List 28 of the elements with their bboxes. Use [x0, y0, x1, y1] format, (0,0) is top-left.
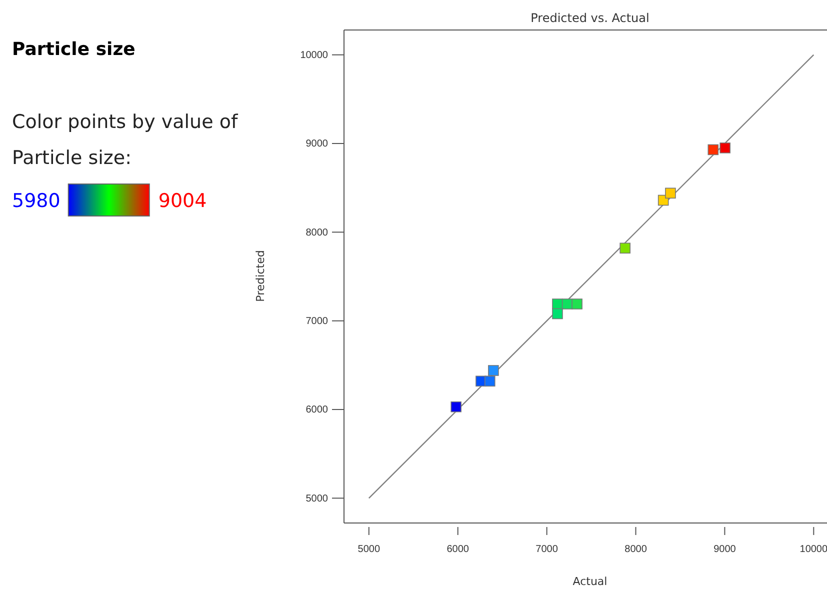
x-tick-label: 7000 — [536, 544, 558, 556]
y-tick-label: 10000 — [300, 50, 328, 62]
y-tick-label: 7000 — [306, 316, 328, 328]
point — [665, 188, 676, 199]
y-tick-label: 8000 — [306, 227, 328, 238]
text: 5980 — [12, 190, 60, 212]
point — [552, 308, 563, 320]
x-tick-label: 9000 — [714, 544, 736, 556]
point — [484, 376, 496, 387]
chart-title: Predicted vs. Actual — [530, 11, 650, 25]
text: Particle size — [12, 39, 136, 60]
point — [708, 144, 719, 156]
color-bar-title: Color points by value of Particle size: — [12, 111, 239, 169]
x-tick-label: 5000 — [358, 544, 380, 556]
y-tick-label: 9000 — [306, 138, 328, 150]
point — [450, 401, 462, 412]
x-tick-label: 10000 — [800, 544, 827, 556]
point — [572, 298, 582, 310]
x-axis-title: Actual — [572, 575, 608, 588]
point — [620, 242, 630, 254]
x-tick-label: 8000 — [624, 544, 648, 556]
y-tick-label: 5000 — [306, 493, 328, 504]
text: 9004 — [158, 190, 207, 212]
x-tick-label: 6000 — [446, 544, 470, 556]
point — [720, 142, 730, 154]
point — [488, 365, 499, 376]
y-tick-label: 6000 — [306, 404, 328, 416]
y-axis-title: Predicted — [254, 250, 267, 302]
